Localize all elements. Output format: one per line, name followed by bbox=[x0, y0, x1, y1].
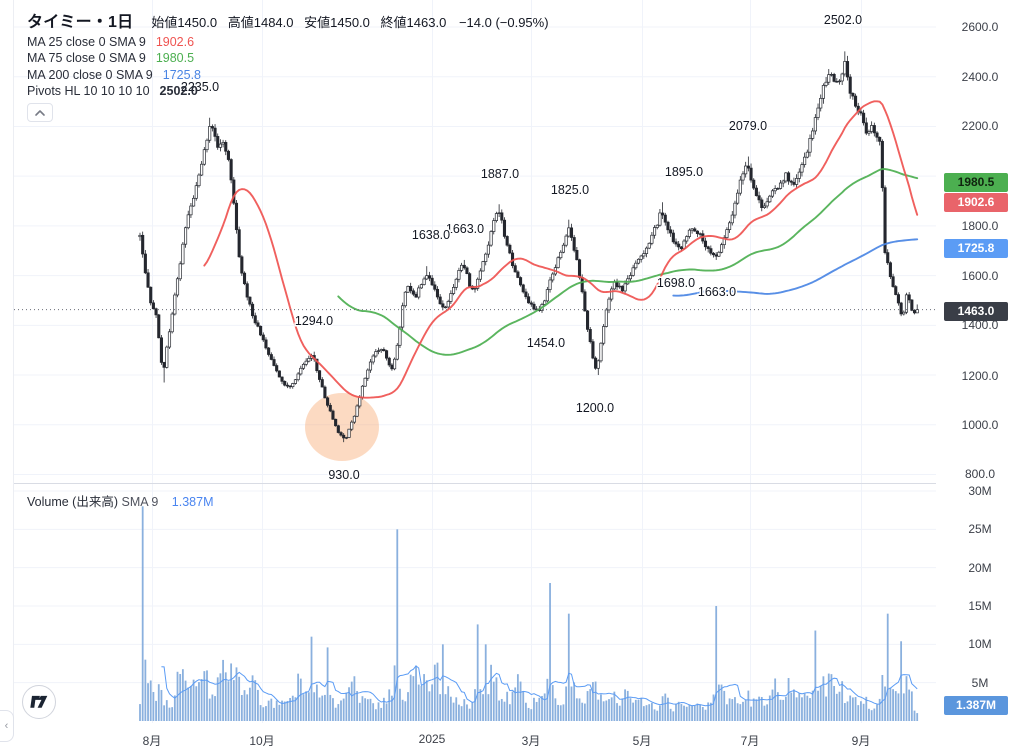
chevron-up-icon bbox=[35, 109, 45, 116]
chevron-left-icon: ‹ bbox=[4, 720, 9, 732]
tradingview-logo[interactable] bbox=[22, 685, 56, 719]
ma75-price-badge: 1980.5 bbox=[944, 172, 1008, 192]
pivot-label: 930.0 bbox=[328, 468, 359, 482]
volume-bars-layer bbox=[139, 506, 919, 721]
pivots-legend-row[interactable]: Pivots HL 10 10 10 10 2502.0 bbox=[27, 84, 198, 98]
axis-tick-label: 2200.0 bbox=[961, 119, 999, 133]
pivot-label: 1663.0 bbox=[698, 285, 736, 299]
pivot-label: 1698.0 bbox=[657, 276, 695, 290]
pivot-label: 1663.0 bbox=[446, 222, 484, 236]
pivot-label: 1200.0 bbox=[576, 401, 614, 415]
ma25-price-badge: 1902.6 bbox=[944, 192, 1008, 212]
axis-tick-label: 1200.0 bbox=[961, 369, 999, 383]
axis-tick-label: 20M bbox=[968, 561, 992, 575]
price-scale[interactable]: 1980.5 1902.6 1725.8 1463.0 1.387M 2600.… bbox=[936, 0, 1024, 723]
ma25-value: 1902.6 bbox=[155, 34, 195, 49]
pivot-label: 2502.0 bbox=[824, 13, 862, 27]
pivot-label: 1895.0 bbox=[665, 165, 703, 179]
time-axis-label: 5月 bbox=[632, 734, 652, 748]
ma75-legend-row[interactable]: MA 75 close 0 SMA 9 1980.5 bbox=[27, 51, 195, 65]
time-axis-label: 10月 bbox=[249, 734, 275, 748]
volume-sma-badge: 1.387M bbox=[944, 695, 1008, 715]
ma200-value: 1725.8 bbox=[162, 67, 201, 82]
pivot-label: 2235.0 bbox=[181, 80, 219, 94]
axis-tick-label: 2600.0 bbox=[961, 20, 999, 34]
pivot-label: 1638.0 bbox=[412, 228, 450, 242]
ma200-price-badge: 1725.8 bbox=[944, 238, 1008, 258]
gridlines bbox=[14, 0, 936, 723]
axis-tick-label: 1800.0 bbox=[961, 219, 999, 233]
axis-tick-label: 800.0 bbox=[964, 467, 996, 481]
time-axis-label: 3月 bbox=[521, 734, 541, 748]
ma200-line bbox=[672, 238, 919, 297]
price-change: −14.0 (−0.95%) bbox=[458, 15, 549, 30]
candles-layer bbox=[138, 51, 919, 443]
pivot-label: 1825.0 bbox=[551, 183, 589, 197]
axis-tick-label: 15M bbox=[968, 599, 992, 613]
volume-sma-line bbox=[161, 665, 918, 707]
time-axis-label: 8月 bbox=[142, 734, 162, 748]
tv-logo-icon bbox=[30, 695, 48, 708]
pivot-labels-layer: 2235.0 2502.0 2079.0 1895.0 1887.0 1825.0 1663… bbox=[179, 12, 863, 484]
time-axis-label: 9月 bbox=[851, 734, 871, 748]
time-axis-label: 2025 bbox=[418, 732, 446, 746]
axis-tick-label: 2400.0 bbox=[961, 70, 999, 84]
ohlc-values: 始値1450.0 高値1484.0 安値1450.0 終値1463.0 −14.… bbox=[151, 15, 549, 30]
ma200-legend-row[interactable]: MA 200 close 0 SMA 9 1725.8 bbox=[27, 67, 201, 82]
chart-legend: タイミー・1日 始値1450.0 高値1484.0 安値1450.0 終値146… bbox=[27, 8, 549, 122]
collapse-legend-button[interactable] bbox=[27, 103, 53, 122]
volume-legend-row[interactable]: Volume (出来高) SMA 9 1.387M bbox=[27, 495, 214, 509]
pivot-label: 1294.0 bbox=[295, 314, 333, 328]
pivot-label: 1454.0 bbox=[527, 336, 565, 350]
axis-tick-label: 1400.0 bbox=[961, 318, 999, 332]
axis-tick-label: 30M bbox=[968, 484, 992, 498]
collapse-left-panel-handle[interactable]: ‹ bbox=[0, 710, 14, 742]
ma25-legend-row[interactable]: MA 25 close 0 SMA 9 1902.6 bbox=[27, 34, 195, 49]
ma25-line bbox=[203, 100, 919, 399]
time-axis-label: 7月 bbox=[740, 734, 760, 748]
pivots-value: 2502.0 bbox=[159, 84, 198, 98]
pivot-label: 2079.0 bbox=[729, 119, 767, 133]
axis-tick-label: 1000.0 bbox=[961, 418, 999, 432]
ma75-value: 1980.5 bbox=[155, 51, 195, 65]
highlight-ellipse-drawing[interactable] bbox=[305, 393, 379, 461]
last-price-badge: 1463.0 bbox=[944, 301, 1008, 321]
axis-tick-label: 10M bbox=[968, 637, 992, 651]
axis-tick-label: 5M bbox=[971, 676, 989, 690]
volume-sma-value: 1.387M bbox=[171, 495, 214, 509]
symbol-title[interactable]: タイミー・1日 bbox=[27, 14, 134, 31]
ma75-line bbox=[337, 168, 919, 356]
left-panel-strip bbox=[0, 0, 14, 756]
axis-tick-label: 25M bbox=[968, 522, 992, 536]
pivot-label: 1887.0 bbox=[481, 167, 519, 181]
time-scale[interactable]: 8月 10月 2025 3月 5月 7月 9月 bbox=[0, 723, 1024, 756]
axis-tick-label: 1600.0 bbox=[961, 269, 999, 283]
